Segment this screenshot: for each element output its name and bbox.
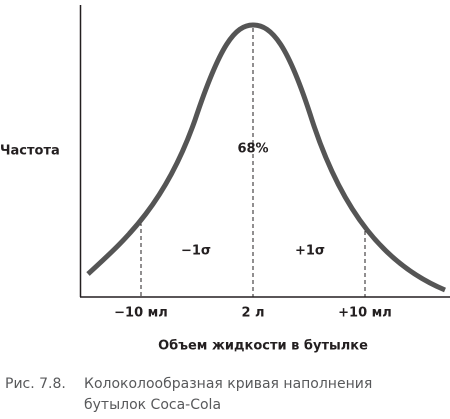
y-axis-label: Частота xyxy=(0,144,60,159)
x-tick-label: −10 мл xyxy=(114,306,168,321)
center-label: 68% xyxy=(237,142,268,157)
x-tick-label: +10 мл xyxy=(338,306,392,321)
caption-line: бутылок Coca-Cola xyxy=(84,397,221,413)
minus-sigma-label: −1σ xyxy=(181,244,211,259)
caption-number: Рис. 7.8. xyxy=(5,376,66,392)
sigma-lines xyxy=(140,28,366,297)
bell-curve xyxy=(86,22,446,293)
caption-line: Колоколообразная кривая наполнения xyxy=(84,376,372,392)
x-axis-label: Объем жидкости в бутылке xyxy=(158,339,368,354)
plus-sigma-label: +1σ xyxy=(295,244,325,259)
x-tick-label: 2 л xyxy=(241,306,264,321)
